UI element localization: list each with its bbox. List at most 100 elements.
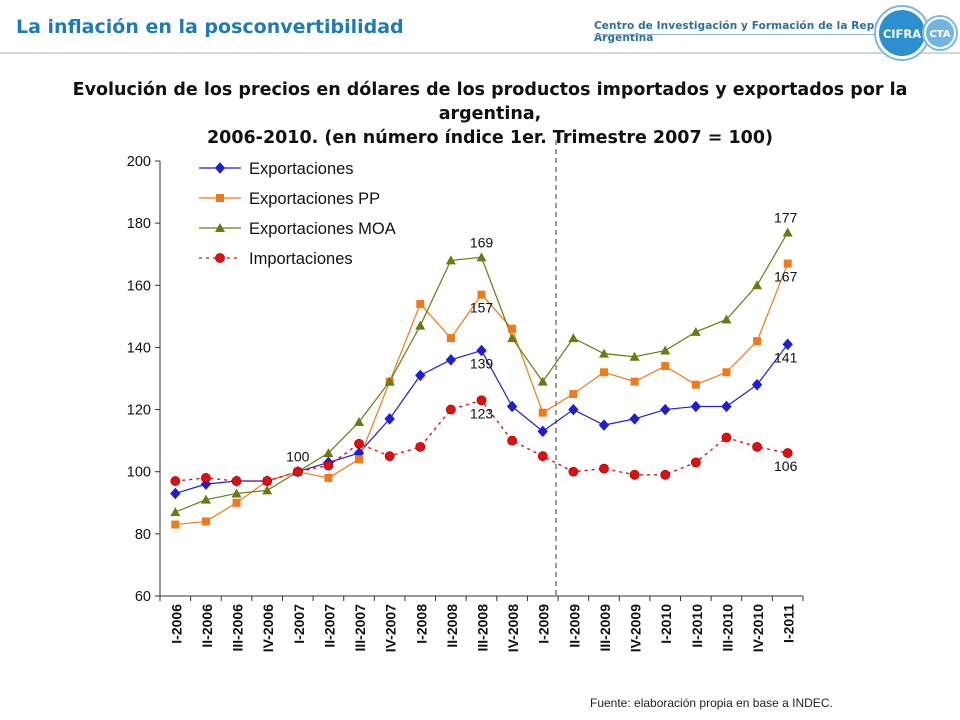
data-label: 100 bbox=[286, 449, 310, 465]
chart-title-line-2: 2006-2010. (en número índice 1er. Trimes… bbox=[206, 128, 774, 148]
series-4-point bbox=[782, 448, 793, 458]
x-tick-label: II-2008 bbox=[444, 604, 460, 648]
y-tick-label: 120 bbox=[127, 403, 151, 419]
series-2-point bbox=[783, 259, 792, 268]
series-3-point bbox=[415, 320, 426, 330]
slide-title: La inflación en la posconvertibilidad bbox=[16, 16, 404, 38]
organization-underline bbox=[594, 34, 878, 35]
series-1-point bbox=[384, 413, 395, 425]
series-line-3 bbox=[175, 232, 789, 513]
series-3-point bbox=[476, 252, 487, 262]
series-3-point bbox=[384, 376, 395, 386]
series-3-point bbox=[598, 348, 609, 358]
x-tick-label: III-2007 bbox=[352, 604, 368, 652]
series-2-point bbox=[446, 334, 455, 343]
series-3-point bbox=[752, 280, 763, 290]
series-4-point bbox=[507, 435, 518, 446]
series-4-point bbox=[537, 451, 548, 462]
legend-label-1: Exportaciones bbox=[249, 160, 354, 178]
chart-title-line-1: Evolución de los precios en dólares de l… bbox=[72, 80, 908, 124]
series-3-point bbox=[660, 345, 671, 355]
series-4-point bbox=[629, 469, 640, 480]
series-4-point bbox=[231, 476, 242, 486]
series-1-point bbox=[660, 403, 671, 416]
x-tick-label: II-2006 bbox=[199, 604, 215, 648]
series-2-point bbox=[232, 498, 241, 507]
series-1-point bbox=[598, 419, 610, 431]
series-1-point bbox=[415, 369, 426, 382]
y-tick-label: 100 bbox=[127, 465, 151, 481]
series-2-point bbox=[661, 362, 670, 371]
x-tick-label: I-2010 bbox=[658, 604, 674, 644]
legend-marker-3 bbox=[215, 223, 225, 232]
logo-cta-text: CTA bbox=[929, 29, 950, 40]
series-2-point bbox=[753, 337, 762, 346]
x-tick-label: III-2006 bbox=[230, 604, 246, 652]
series-4-point bbox=[721, 432, 732, 443]
data-label: 139 bbox=[470, 356, 494, 372]
x-tick-label: IV-2006 bbox=[260, 604, 276, 652]
series-3-point bbox=[537, 376, 548, 386]
series-2-point bbox=[722, 368, 731, 377]
series-4-point bbox=[660, 469, 671, 480]
legend-marker-2 bbox=[216, 194, 224, 202]
series-4-point bbox=[262, 476, 273, 486]
series-2-point bbox=[691, 380, 700, 389]
y-tick-label: 140 bbox=[127, 340, 151, 356]
series-1-point bbox=[476, 344, 487, 357]
series-4-point bbox=[415, 441, 426, 452]
series-3-point bbox=[231, 488, 242, 498]
data-label: 177 bbox=[774, 209, 798, 225]
organization-name: Centro de Investigación y Formación de l… bbox=[594, 20, 911, 44]
legend-label-3: Exportaciones MOA bbox=[249, 220, 396, 238]
series-2-point bbox=[355, 455, 364, 464]
logo-cifra-text: CIFRA bbox=[883, 27, 921, 41]
legend-label-4: Importaciones bbox=[249, 250, 353, 268]
y-tick-label: 180 bbox=[127, 216, 151, 232]
y-tick-label: 80 bbox=[135, 527, 151, 543]
series-2-point bbox=[171, 520, 180, 529]
legend-marker-4 bbox=[215, 253, 225, 263]
x-tick-label: III-2008 bbox=[475, 604, 491, 652]
x-tick-label: IV-2010 bbox=[750, 604, 766, 652]
x-tick-label: I-2006 bbox=[168, 604, 184, 644]
x-tick-label: II-2007 bbox=[321, 604, 337, 648]
series-4-point bbox=[752, 441, 762, 452]
series-2-point bbox=[477, 290, 486, 299]
x-tick-label: IV-2007 bbox=[383, 604, 399, 652]
series-3-point bbox=[262, 485, 273, 495]
series-4-point bbox=[292, 466, 303, 477]
series-3-point bbox=[354, 417, 365, 426]
series-2-point bbox=[599, 368, 608, 377]
series-1-point bbox=[506, 400, 518, 413]
series-1-point bbox=[170, 487, 181, 500]
series-3-point bbox=[170, 507, 181, 517]
x-tick-label: I-2009 bbox=[536, 604, 552, 644]
series-1-point bbox=[782, 338, 793, 351]
legend-label-2: Exportaciones PP bbox=[249, 190, 380, 208]
series-3-point bbox=[507, 333, 518, 343]
series-3-point bbox=[445, 255, 456, 265]
series-4-point bbox=[568, 466, 579, 477]
x-tick-label: III-2009 bbox=[597, 604, 613, 652]
x-tick-label: III-2010 bbox=[719, 604, 735, 652]
series-2-point bbox=[538, 408, 547, 417]
series-1-point bbox=[629, 413, 640, 425]
series-3-point bbox=[323, 448, 334, 458]
series-2-point bbox=[630, 377, 639, 386]
series-1-point bbox=[568, 403, 579, 416]
y-tick-label: 60 bbox=[135, 589, 151, 605]
x-tick-label: II-2010 bbox=[689, 604, 705, 648]
series-3-point bbox=[721, 314, 732, 324]
x-tick-label: IV-2008 bbox=[505, 604, 521, 652]
series-1-point bbox=[751, 378, 763, 391]
series-1-point bbox=[445, 354, 457, 366]
series-4-point bbox=[170, 476, 181, 486]
header-divider bbox=[0, 52, 960, 54]
chart-title: Evolución de los precios en dólares de l… bbox=[20, 78, 960, 150]
legend-marker-1 bbox=[214, 162, 226, 174]
price-evolution-chart: 60 80 100 120 140 160 180 200 I-2006 II-2006 III-2… bbox=[127, 140, 804, 652]
series-4-point bbox=[690, 457, 701, 468]
x-tick-label: IV-2009 bbox=[628, 604, 644, 652]
y-tick-label: 200 bbox=[127, 154, 151, 170]
